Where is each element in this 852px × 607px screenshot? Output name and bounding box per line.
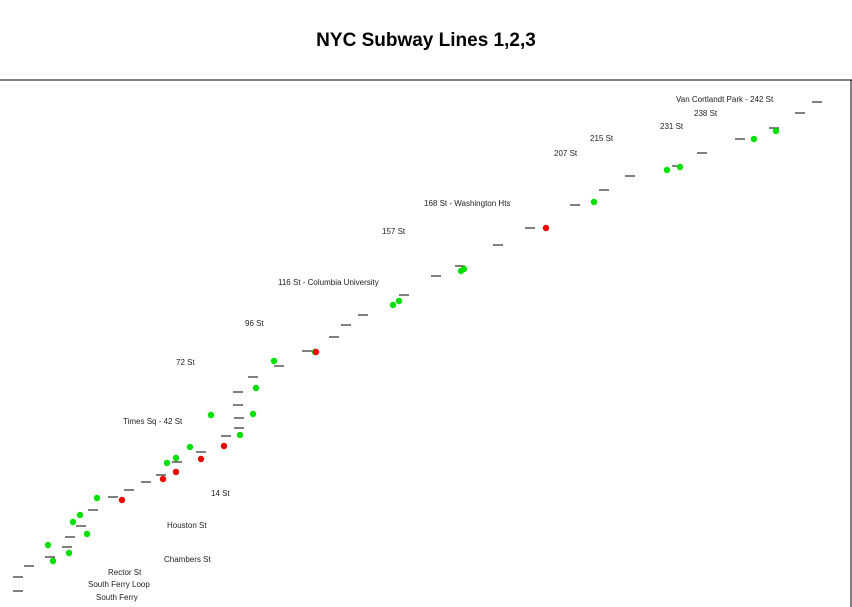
green-station-dot bbox=[460, 265, 468, 273]
station-ticks bbox=[13, 101, 822, 592]
red-station-dot bbox=[542, 224, 550, 232]
green-station-dot bbox=[44, 541, 52, 549]
red-station-dot bbox=[159, 475, 167, 483]
station-label: Times Sq - 42 St bbox=[123, 417, 183, 426]
green-station-dot bbox=[186, 443, 194, 451]
green-station-dot bbox=[93, 494, 101, 502]
station-dots bbox=[44, 127, 780, 565]
station-label: 157 St bbox=[382, 227, 406, 236]
station-label: South Ferry bbox=[96, 593, 138, 602]
station-label: 231 St bbox=[660, 122, 684, 131]
green-station-dot bbox=[772, 127, 780, 135]
station-label: Houston St bbox=[167, 521, 207, 530]
station-label: South Ferry Loop bbox=[88, 580, 150, 589]
station-label: 116 St - Columbia University bbox=[278, 278, 379, 287]
chart-title: NYC Subway Lines 1,2,3 bbox=[316, 30, 536, 51]
green-station-dot bbox=[49, 557, 57, 565]
green-station-dot bbox=[69, 518, 77, 526]
green-station-dot bbox=[663, 166, 671, 174]
green-station-dot bbox=[590, 198, 598, 206]
station-label: 72 St bbox=[176, 358, 195, 367]
station-label: 168 St - Washington Hts bbox=[424, 199, 510, 208]
green-station-dot bbox=[172, 454, 180, 462]
station-label: 14 St bbox=[211, 489, 230, 498]
green-station-dot bbox=[270, 357, 278, 365]
station-label: Rector St bbox=[108, 568, 142, 577]
station-label: 96 St bbox=[245, 319, 264, 328]
green-station-dot bbox=[207, 411, 215, 419]
green-station-dot bbox=[395, 297, 403, 305]
green-station-dot bbox=[676, 163, 684, 171]
green-station-dot bbox=[236, 431, 244, 439]
green-station-dot bbox=[750, 135, 758, 143]
green-station-dot bbox=[249, 410, 257, 418]
green-station-dot bbox=[163, 459, 171, 467]
red-station-dot bbox=[172, 468, 180, 476]
green-station-dot bbox=[65, 549, 73, 557]
station-label: 207 St bbox=[554, 149, 578, 158]
red-station-dot bbox=[312, 348, 320, 356]
station-labels: South Ferry South Ferry Loop Rector St Cham… bbox=[88, 95, 774, 602]
green-station-dot bbox=[76, 511, 84, 519]
green-station-dot bbox=[389, 301, 397, 309]
red-station-dot bbox=[220, 442, 228, 450]
station-label: 215 St bbox=[590, 134, 614, 143]
green-station-dot bbox=[83, 530, 91, 538]
station-label: 238 St bbox=[694, 109, 718, 118]
station-label: Van Cortlandt Park - 242 St bbox=[676, 95, 774, 104]
station-label: Chambers St bbox=[164, 555, 211, 564]
red-station-dot bbox=[197, 455, 205, 463]
red-station-dot bbox=[118, 496, 126, 504]
green-station-dot bbox=[252, 384, 260, 392]
